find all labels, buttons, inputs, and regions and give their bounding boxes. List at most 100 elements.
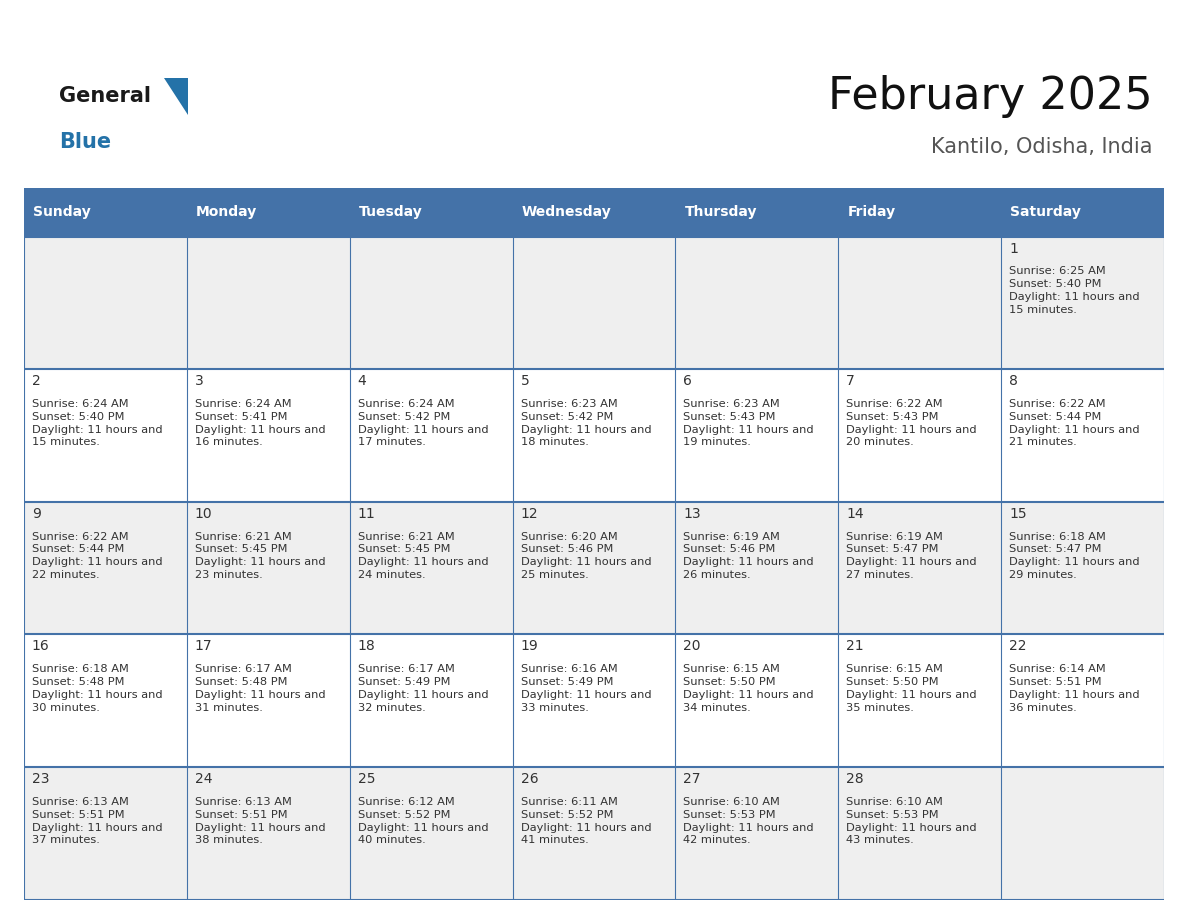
Text: 18: 18 <box>358 640 375 654</box>
Bar <box>1001 369 1164 502</box>
Bar <box>676 237 839 369</box>
Text: 15: 15 <box>1010 507 1026 521</box>
Text: Wednesday: Wednesday <box>522 206 612 219</box>
Text: Tuesday: Tuesday <box>359 206 423 219</box>
Bar <box>1001 237 1164 369</box>
Text: 13: 13 <box>683 507 701 521</box>
Bar <box>839 634 1001 767</box>
Text: Sunrise: 6:25 AM
Sunset: 5:40 PM
Daylight: 11 hours and
15 minutes.: Sunrise: 6:25 AM Sunset: 5:40 PM Dayligh… <box>1010 266 1140 315</box>
Text: Sunrise: 6:23 AM
Sunset: 5:43 PM
Daylight: 11 hours and
19 minutes.: Sunrise: 6:23 AM Sunset: 5:43 PM Dayligh… <box>683 399 814 447</box>
Text: Sunrise: 6:13 AM
Sunset: 5:51 PM
Daylight: 11 hours and
37 minutes.: Sunrise: 6:13 AM Sunset: 5:51 PM Dayligh… <box>32 797 163 845</box>
Text: 6: 6 <box>683 375 693 388</box>
Bar <box>512 369 676 502</box>
Text: Sunrise: 6:18 AM
Sunset: 5:47 PM
Daylight: 11 hours and
29 minutes.: Sunrise: 6:18 AM Sunset: 5:47 PM Dayligh… <box>1010 532 1140 580</box>
Text: 25: 25 <box>358 772 375 786</box>
Text: 20: 20 <box>683 640 701 654</box>
Bar <box>349 767 512 900</box>
Text: 14: 14 <box>846 507 864 521</box>
Bar <box>676 188 839 237</box>
Text: 12: 12 <box>520 507 538 521</box>
Bar <box>349 502 512 634</box>
Bar <box>187 634 349 767</box>
Text: Sunrise: 6:21 AM
Sunset: 5:45 PM
Daylight: 11 hours and
24 minutes.: Sunrise: 6:21 AM Sunset: 5:45 PM Dayligh… <box>358 532 488 580</box>
Bar <box>1001 634 1164 767</box>
Text: 23: 23 <box>32 772 49 786</box>
Bar <box>187 502 349 634</box>
Bar <box>349 369 512 502</box>
Bar <box>349 634 512 767</box>
Text: Sunrise: 6:20 AM
Sunset: 5:46 PM
Daylight: 11 hours and
25 minutes.: Sunrise: 6:20 AM Sunset: 5:46 PM Dayligh… <box>520 532 651 580</box>
Bar <box>24 767 187 900</box>
Text: 28: 28 <box>846 772 864 786</box>
Text: Sunrise: 6:15 AM
Sunset: 5:50 PM
Daylight: 11 hours and
35 minutes.: Sunrise: 6:15 AM Sunset: 5:50 PM Dayligh… <box>846 665 977 712</box>
Text: Sunrise: 6:10 AM
Sunset: 5:53 PM
Daylight: 11 hours and
42 minutes.: Sunrise: 6:10 AM Sunset: 5:53 PM Dayligh… <box>683 797 814 845</box>
Text: 5: 5 <box>520 375 530 388</box>
Text: 8: 8 <box>1010 375 1018 388</box>
Bar <box>349 188 512 237</box>
Bar <box>839 502 1001 634</box>
Bar <box>24 369 187 502</box>
Bar <box>24 188 187 237</box>
Text: 7: 7 <box>846 375 855 388</box>
Text: February 2025: February 2025 <box>828 75 1152 118</box>
Text: 3: 3 <box>195 375 203 388</box>
Text: 4: 4 <box>358 375 366 388</box>
Text: Sunrise: 6:18 AM
Sunset: 5:48 PM
Daylight: 11 hours and
30 minutes.: Sunrise: 6:18 AM Sunset: 5:48 PM Dayligh… <box>32 665 163 712</box>
Text: Sunrise: 6:19 AM
Sunset: 5:47 PM
Daylight: 11 hours and
27 minutes.: Sunrise: 6:19 AM Sunset: 5:47 PM Dayligh… <box>846 532 977 580</box>
Text: Sunrise: 6:24 AM
Sunset: 5:40 PM
Daylight: 11 hours and
15 minutes.: Sunrise: 6:24 AM Sunset: 5:40 PM Dayligh… <box>32 399 163 447</box>
Bar <box>1001 767 1164 900</box>
Text: Sunrise: 6:22 AM
Sunset: 5:43 PM
Daylight: 11 hours and
20 minutes.: Sunrise: 6:22 AM Sunset: 5:43 PM Dayligh… <box>846 399 977 447</box>
Text: Sunrise: 6:12 AM
Sunset: 5:52 PM
Daylight: 11 hours and
40 minutes.: Sunrise: 6:12 AM Sunset: 5:52 PM Dayligh… <box>358 797 488 845</box>
Text: 27: 27 <box>683 772 701 786</box>
Text: 10: 10 <box>195 507 213 521</box>
Text: General: General <box>59 86 151 106</box>
Text: Saturday: Saturday <box>1011 206 1081 219</box>
Text: Sunrise: 6:17 AM
Sunset: 5:49 PM
Daylight: 11 hours and
32 minutes.: Sunrise: 6:17 AM Sunset: 5:49 PM Dayligh… <box>358 665 488 712</box>
Text: 26: 26 <box>520 772 538 786</box>
Text: 2: 2 <box>32 375 40 388</box>
Bar <box>187 767 349 900</box>
Text: Sunrise: 6:23 AM
Sunset: 5:42 PM
Daylight: 11 hours and
18 minutes.: Sunrise: 6:23 AM Sunset: 5:42 PM Dayligh… <box>520 399 651 447</box>
Text: Blue: Blue <box>59 132 112 152</box>
Text: Sunrise: 6:21 AM
Sunset: 5:45 PM
Daylight: 11 hours and
23 minutes.: Sunrise: 6:21 AM Sunset: 5:45 PM Dayligh… <box>195 532 326 580</box>
Text: Thursday: Thursday <box>684 206 757 219</box>
Text: 22: 22 <box>1010 640 1026 654</box>
Text: Sunrise: 6:10 AM
Sunset: 5:53 PM
Daylight: 11 hours and
43 minutes.: Sunrise: 6:10 AM Sunset: 5:53 PM Dayligh… <box>846 797 977 845</box>
Text: 17: 17 <box>195 640 213 654</box>
Text: 9: 9 <box>32 507 40 521</box>
Bar <box>24 237 187 369</box>
Bar <box>512 634 676 767</box>
Bar <box>676 502 839 634</box>
Bar <box>1001 502 1164 634</box>
Text: Sunrise: 6:22 AM
Sunset: 5:44 PM
Daylight: 11 hours and
22 minutes.: Sunrise: 6:22 AM Sunset: 5:44 PM Dayligh… <box>32 532 163 580</box>
Text: Kantilo, Odisha, India: Kantilo, Odisha, India <box>931 137 1152 157</box>
Bar <box>349 237 512 369</box>
Text: Sunrise: 6:16 AM
Sunset: 5:49 PM
Daylight: 11 hours and
33 minutes.: Sunrise: 6:16 AM Sunset: 5:49 PM Dayligh… <box>520 665 651 712</box>
Bar <box>1001 188 1164 237</box>
Bar <box>24 634 187 767</box>
Bar <box>839 369 1001 502</box>
Bar <box>839 188 1001 237</box>
Text: Friday: Friday <box>847 206 896 219</box>
Text: 11: 11 <box>358 507 375 521</box>
Text: Sunrise: 6:24 AM
Sunset: 5:42 PM
Daylight: 11 hours and
17 minutes.: Sunrise: 6:24 AM Sunset: 5:42 PM Dayligh… <box>358 399 488 447</box>
Bar <box>676 767 839 900</box>
Text: Sunrise: 6:17 AM
Sunset: 5:48 PM
Daylight: 11 hours and
31 minutes.: Sunrise: 6:17 AM Sunset: 5:48 PM Dayligh… <box>195 665 326 712</box>
Bar <box>187 369 349 502</box>
Text: Sunday: Sunday <box>33 206 90 219</box>
Text: Sunrise: 6:11 AM
Sunset: 5:52 PM
Daylight: 11 hours and
41 minutes.: Sunrise: 6:11 AM Sunset: 5:52 PM Dayligh… <box>520 797 651 845</box>
Bar <box>676 634 839 767</box>
Text: 16: 16 <box>32 640 50 654</box>
Text: Sunrise: 6:24 AM
Sunset: 5:41 PM
Daylight: 11 hours and
16 minutes.: Sunrise: 6:24 AM Sunset: 5:41 PM Dayligh… <box>195 399 326 447</box>
Bar <box>512 767 676 900</box>
Bar <box>676 369 839 502</box>
Bar <box>512 502 676 634</box>
Text: 1: 1 <box>1010 241 1018 255</box>
Bar <box>839 237 1001 369</box>
Text: Sunrise: 6:22 AM
Sunset: 5:44 PM
Daylight: 11 hours and
21 minutes.: Sunrise: 6:22 AM Sunset: 5:44 PM Dayligh… <box>1010 399 1140 447</box>
Text: Sunrise: 6:14 AM
Sunset: 5:51 PM
Daylight: 11 hours and
36 minutes.: Sunrise: 6:14 AM Sunset: 5:51 PM Dayligh… <box>1010 665 1140 712</box>
Text: Sunrise: 6:15 AM
Sunset: 5:50 PM
Daylight: 11 hours and
34 minutes.: Sunrise: 6:15 AM Sunset: 5:50 PM Dayligh… <box>683 665 814 712</box>
Bar <box>187 237 349 369</box>
Bar <box>187 188 349 237</box>
Bar <box>512 237 676 369</box>
